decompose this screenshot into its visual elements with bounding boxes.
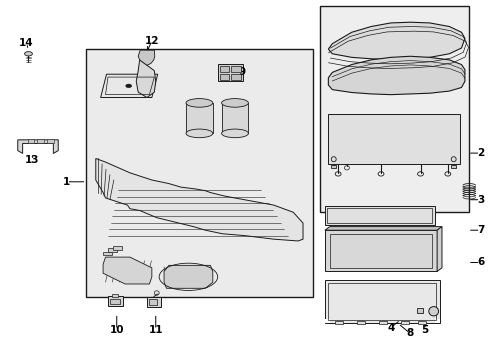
Polygon shape <box>185 103 212 134</box>
Text: 12: 12 <box>144 36 159 46</box>
Polygon shape <box>221 103 248 134</box>
Bar <box>378 321 386 324</box>
Bar <box>334 321 343 324</box>
Text: 8: 8 <box>406 328 413 338</box>
Bar <box>108 248 117 252</box>
Bar <box>400 321 408 324</box>
Bar <box>219 74 228 80</box>
Polygon shape <box>163 265 212 288</box>
Bar <box>327 208 431 223</box>
Ellipse shape <box>125 84 131 87</box>
Polygon shape <box>330 165 335 168</box>
Bar <box>325 280 439 323</box>
Text: 3: 3 <box>476 195 483 205</box>
Polygon shape <box>328 56 464 95</box>
Polygon shape <box>101 74 158 98</box>
Bar <box>219 66 228 72</box>
Bar <box>325 230 436 271</box>
Bar <box>147 297 160 307</box>
Polygon shape <box>18 140 58 153</box>
Ellipse shape <box>24 51 32 56</box>
Bar <box>231 66 240 72</box>
Polygon shape <box>436 226 441 271</box>
Bar <box>417 321 426 324</box>
Bar <box>149 299 157 305</box>
Text: 11: 11 <box>148 325 163 335</box>
Bar <box>325 206 434 225</box>
Ellipse shape <box>221 99 248 107</box>
Polygon shape <box>103 257 152 284</box>
Text: 4: 4 <box>386 323 394 333</box>
Polygon shape <box>450 165 455 168</box>
Ellipse shape <box>185 99 212 107</box>
Bar <box>231 74 240 80</box>
Ellipse shape <box>185 129 212 138</box>
Bar <box>217 64 243 81</box>
Polygon shape <box>325 226 441 230</box>
Text: 2: 2 <box>476 148 483 158</box>
Polygon shape <box>96 158 303 241</box>
Bar <box>416 309 422 314</box>
Bar <box>320 6 468 212</box>
Polygon shape <box>136 60 156 98</box>
Bar <box>113 246 122 250</box>
Text: 5: 5 <box>421 325 427 335</box>
Text: 13: 13 <box>25 155 40 165</box>
Bar <box>86 49 312 297</box>
Bar <box>328 283 435 320</box>
Bar <box>112 294 118 297</box>
Bar <box>103 252 112 255</box>
Bar <box>27 139 34 143</box>
Bar <box>356 321 365 324</box>
Text: 6: 6 <box>476 257 483 267</box>
Text: 10: 10 <box>109 325 124 335</box>
Text: 1: 1 <box>63 177 70 187</box>
Bar <box>47 139 54 143</box>
Polygon shape <box>325 319 329 323</box>
Text: 7: 7 <box>476 225 483 235</box>
Bar <box>329 234 431 268</box>
Polygon shape <box>138 50 155 65</box>
Polygon shape <box>328 22 464 59</box>
Text: 9: 9 <box>238 67 245 77</box>
Bar <box>110 299 120 304</box>
Polygon shape <box>434 319 439 323</box>
Text: 14: 14 <box>19 38 34 48</box>
Ellipse shape <box>221 129 248 138</box>
Bar <box>108 296 122 306</box>
Ellipse shape <box>428 307 438 316</box>
Bar <box>37 139 44 143</box>
Bar <box>328 114 459 164</box>
